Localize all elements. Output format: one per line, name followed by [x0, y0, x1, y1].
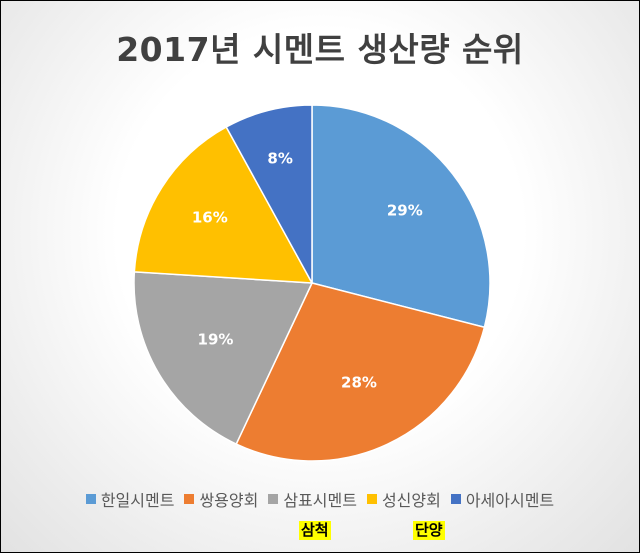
legend-label-asia: 아세아시멘트 [465, 491, 555, 510]
legend-swatch-sampyo [268, 494, 279, 504]
legend-swatch-hanil [85, 494, 96, 504]
pie-label-hanil: 29% [387, 201, 423, 219]
chart-title: 2017년 시멘트 생산량 순위 [116, 30, 524, 69]
legend-item-sungshin: 성신양회 [366, 487, 441, 511]
legend-label-sungshin: 성신양회 [381, 491, 441, 510]
legend: 한일시멘트 쌍용양회 삼표시멘트 성신양회 아세아시멘트 [1, 487, 639, 511]
legend-item-asia: 아세아시멘트 [450, 487, 555, 511]
pie-slice-ssangyong [235, 282, 486, 462]
legend-label-hanil: 한일시멘트 [100, 491, 175, 510]
pie-slice-sampyo [133, 271, 314, 446]
pie-label-sungshin: 16% [192, 209, 228, 227]
legend-swatch-asia [450, 494, 461, 504]
pie-label-ssangyong: 28% [341, 373, 377, 391]
pie-label-asia: 8% [267, 149, 292, 167]
pie-slice-sungshin [133, 125, 314, 284]
legend-label-sampyo: 삼표시멘트 [283, 491, 357, 510]
legend-swatch-ssangyong [184, 494, 195, 504]
legend-item-sampyo: 삼표시멘트 [268, 487, 357, 511]
legend-item-ssangyong: 쌍용양회 [184, 487, 258, 511]
pie-slice-asia [225, 104, 313, 284]
annotation-danyang: 단양 [413, 521, 445, 540]
legend-item-hanil: 한일시멘트 [85, 487, 175, 511]
annotation-samcheok: 삼척 [299, 521, 331, 540]
pie-label-sampyo: 19% [198, 331, 234, 349]
legend-label-ssangyong: 쌍용양회 [199, 491, 259, 510]
legend-swatch-sungshin [366, 494, 377, 504]
pie-chart: 29% 28% 19% 16% 8% [133, 104, 491, 462]
pie-slice-hanil [311, 104, 491, 329]
